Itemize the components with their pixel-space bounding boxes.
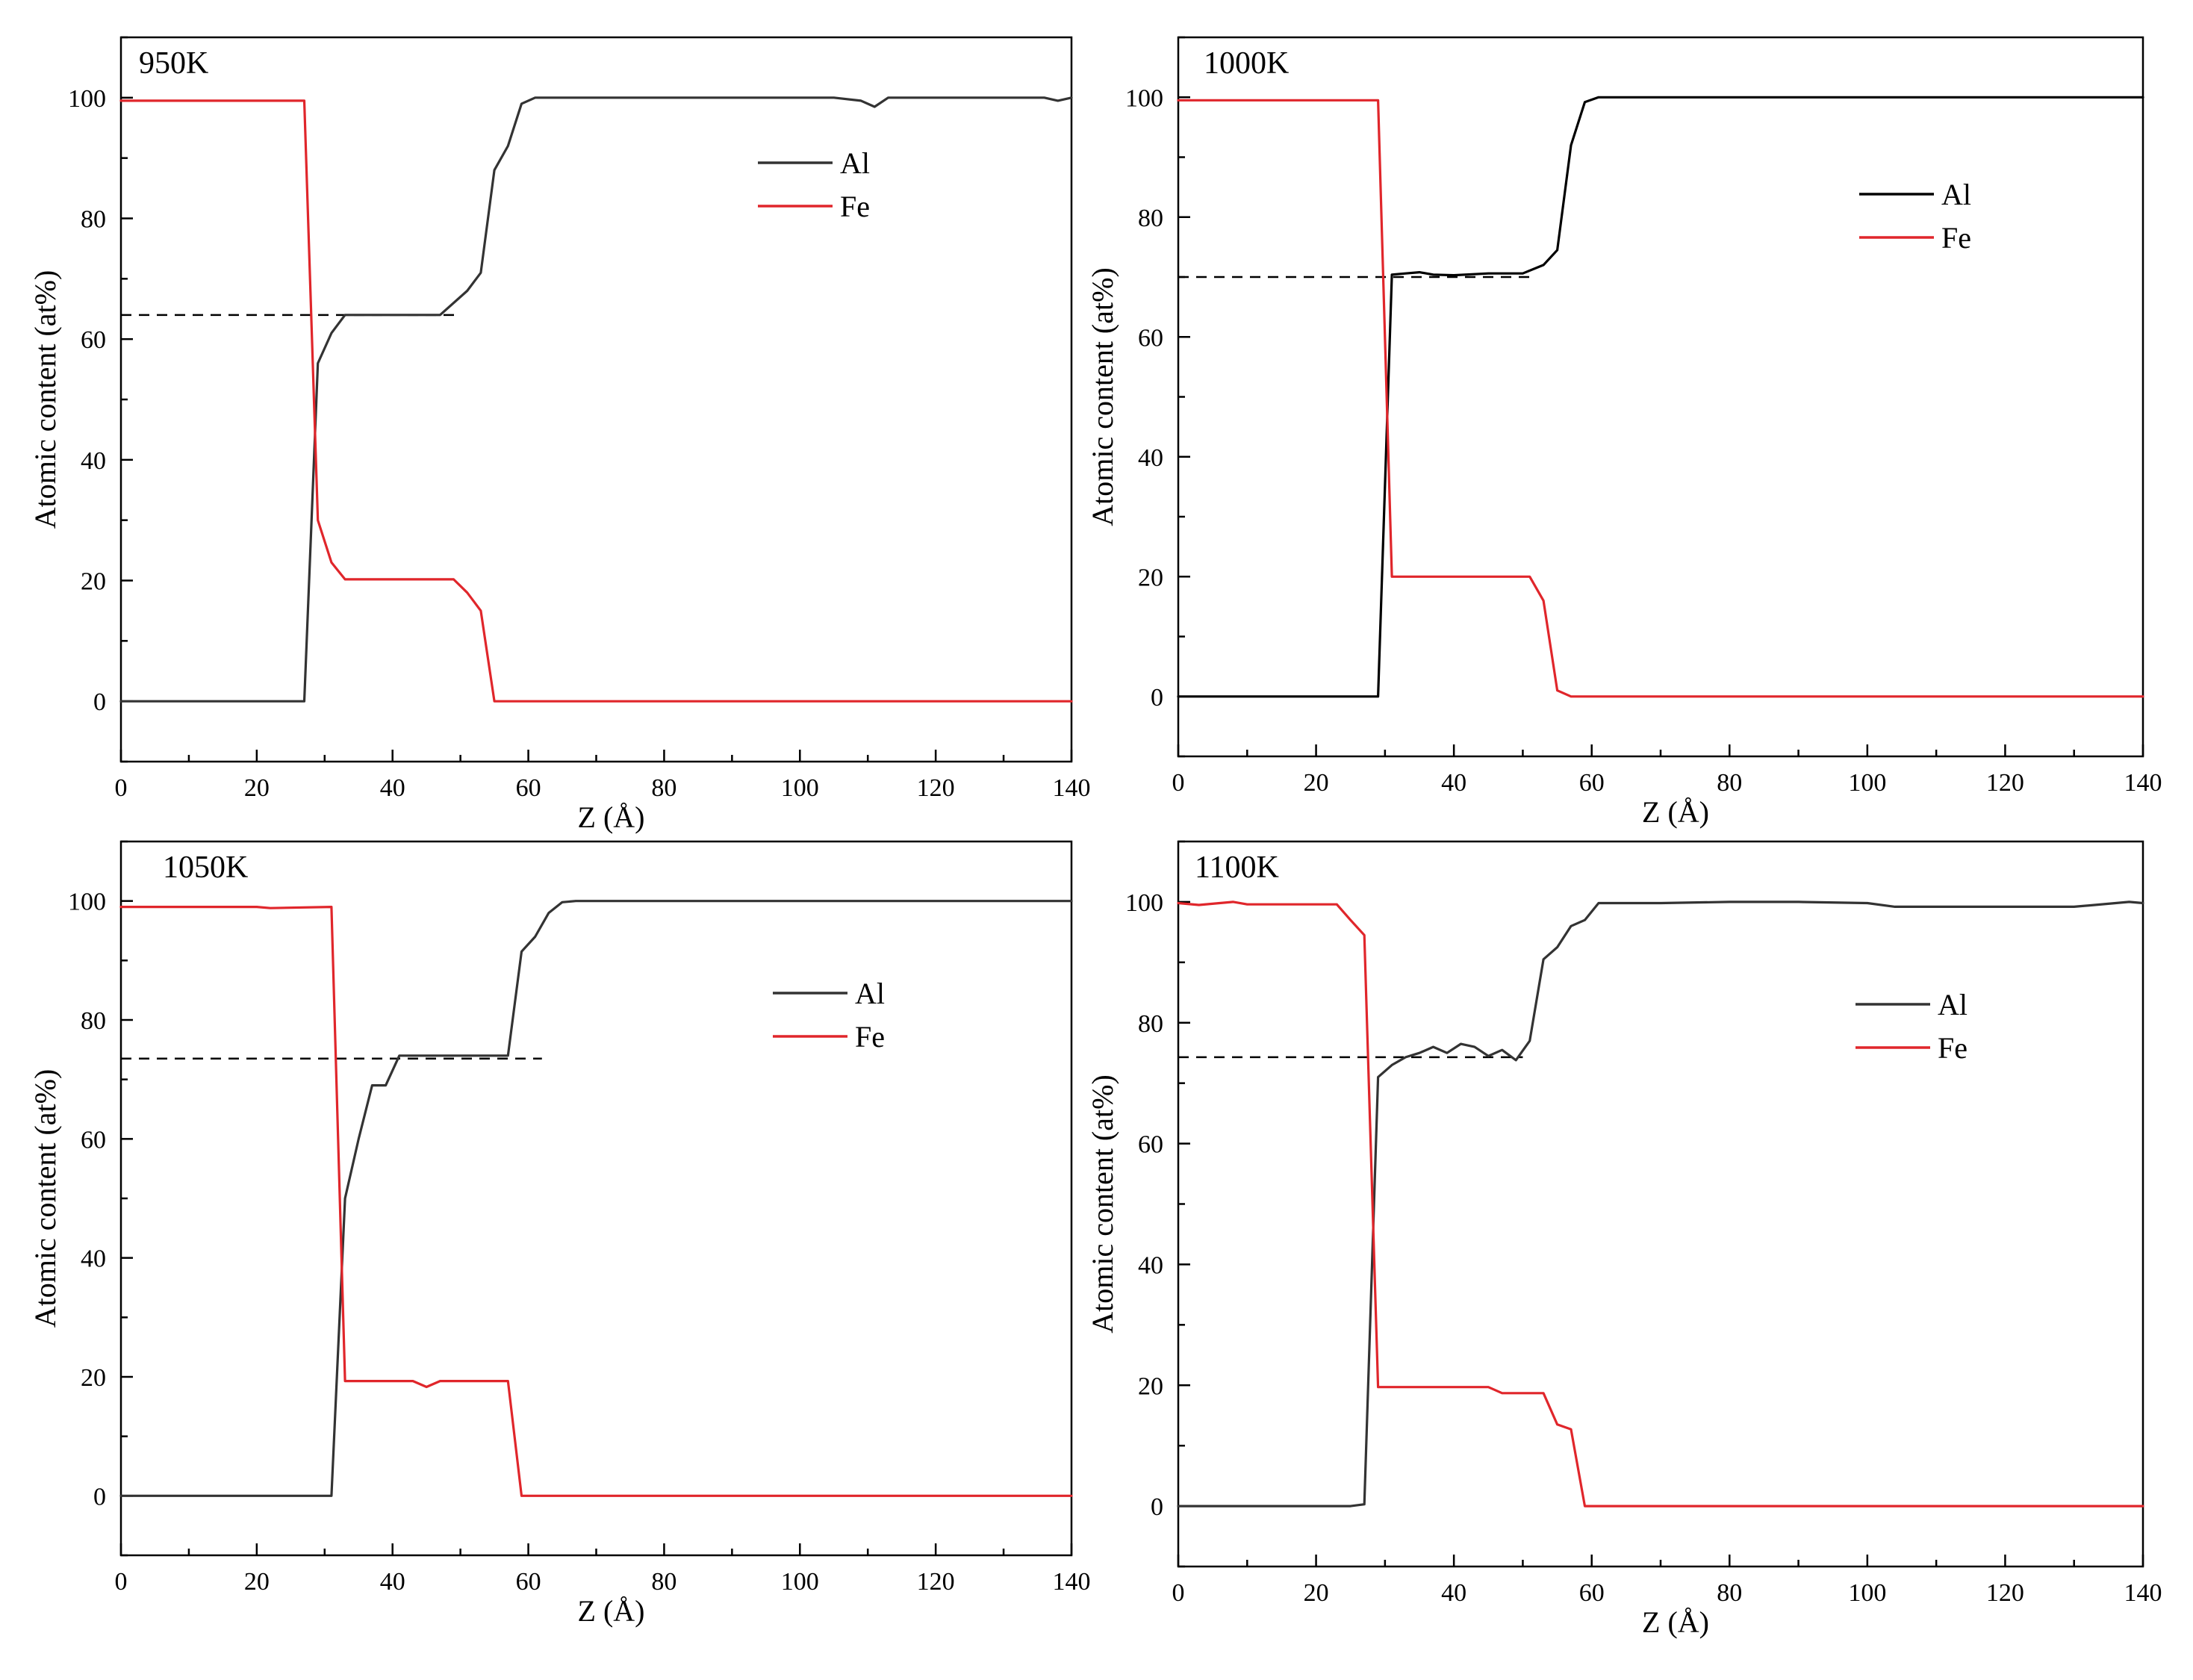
x-tick-label: 40 bbox=[380, 774, 405, 802]
y-tick-label: 0 bbox=[93, 1483, 106, 1511]
x-tick-label: 20 bbox=[1304, 769, 1329, 797]
series-line-al bbox=[1177, 900, 2144, 1508]
y-tick-label: 60 bbox=[1138, 1131, 1163, 1159]
panel-temperature-label: 950K bbox=[139, 46, 208, 81]
x-tick-label: 100 bbox=[1848, 1579, 1886, 1607]
series-line-al bbox=[119, 900, 1073, 1497]
legend-label-fe: Fe bbox=[840, 190, 870, 223]
y-axis-title: Atomic content (at%) bbox=[1086, 1074, 1119, 1334]
y-tick-label: 80 bbox=[81, 206, 106, 234]
y-tick-label: 60 bbox=[81, 326, 106, 354]
y-tick-label: 0 bbox=[1151, 684, 1163, 712]
series-line-al bbox=[119, 96, 1073, 703]
x-tick-label: 0 bbox=[1172, 769, 1185, 797]
y-tick-label: 60 bbox=[81, 1126, 106, 1154]
x-tick-label: 140 bbox=[1053, 1568, 1091, 1596]
y-tick-label: 100 bbox=[1125, 84, 1163, 112]
chart-panel-950K: 0 20 40 60 80 100 120 140 0 20 40 60 80 100 Z (Å) Atomi… bbox=[28, 36, 1091, 834]
series-line-fe bbox=[119, 99, 1073, 703]
x-tick-label: 120 bbox=[1986, 1579, 2024, 1607]
x-tick-label: 20 bbox=[244, 1568, 270, 1596]
series-line-al bbox=[1177, 96, 2144, 698]
chart-panel-1000K: 0 20 40 60 80 100 120 140 0 20 40 60 80 100 Z (Å) Atomi… bbox=[1086, 36, 2162, 829]
series-line-fe bbox=[119, 905, 1073, 1497]
x-tick-label: 0 bbox=[115, 774, 128, 802]
y-tick-label: 100 bbox=[68, 85, 106, 113]
x-tick-label: 0 bbox=[1172, 1579, 1185, 1607]
y-tick-label: 40 bbox=[1138, 1251, 1163, 1279]
x-tick-label: 120 bbox=[1986, 769, 2024, 797]
x-tick-label: 0 bbox=[115, 1568, 128, 1596]
y-axis-title: Atomic content (at%) bbox=[1086, 267, 1119, 526]
y-tick-label: 20 bbox=[81, 568, 106, 596]
panel-temperature-label: 1000K bbox=[1204, 46, 1289, 81]
y-tick-label: 80 bbox=[81, 1007, 106, 1035]
x-tick-label: 40 bbox=[380, 1568, 405, 1596]
y-tick-label: 20 bbox=[81, 1364, 106, 1392]
panel-temperature-label: 1100K bbox=[1195, 850, 1279, 885]
legend-label-al: Al bbox=[855, 977, 885, 1010]
x-tick-label: 60 bbox=[1579, 1579, 1605, 1607]
chart-panel-1100K: 0 20 40 60 80 100 120 140 0 20 40 60 80 100 Z (Å) Atomi… bbox=[1086, 840, 2162, 1639]
x-tick-label: 120 bbox=[917, 774, 955, 802]
x-tick-label: 100 bbox=[1848, 769, 1886, 797]
x-tick-label: 100 bbox=[781, 774, 819, 802]
legend-label-fe: Fe bbox=[1938, 1031, 1968, 1065]
y-tick-label: 60 bbox=[1138, 324, 1163, 352]
y-tick-label: 0 bbox=[1151, 1493, 1163, 1521]
x-axis-title: Z (Å) bbox=[1642, 1605, 1709, 1639]
legend-label-fe: Fe bbox=[1941, 221, 1971, 255]
x-tick-label: 140 bbox=[2124, 769, 2162, 797]
y-axis-title: Atomic content (at%) bbox=[28, 270, 62, 529]
y-tick-label: 80 bbox=[1138, 205, 1163, 232]
x-tick-label: 80 bbox=[1717, 769, 1742, 797]
x-axis-title: Z (Å) bbox=[578, 1594, 645, 1628]
y-tick-label: 80 bbox=[1138, 1010, 1163, 1038]
x-tick-label: 80 bbox=[1717, 1579, 1742, 1607]
x-tick-label: 120 bbox=[917, 1568, 955, 1596]
x-tick-label: 100 bbox=[781, 1568, 819, 1596]
legend-label-al: Al bbox=[1938, 988, 1968, 1021]
series-line-fe bbox=[1177, 99, 2144, 698]
y-tick-label: 40 bbox=[81, 1245, 106, 1273]
legend-label-fe: Fe bbox=[855, 1020, 885, 1054]
y-axis-title: Atomic content (at%) bbox=[28, 1069, 62, 1328]
y-tick-label: 40 bbox=[81, 447, 106, 475]
x-tick-label: 40 bbox=[1441, 769, 1466, 797]
x-tick-label: 20 bbox=[244, 774, 270, 802]
panel-temperature-label: 1050K bbox=[163, 850, 248, 885]
legend-label-al: Al bbox=[1941, 178, 1971, 211]
y-tick-label: 100 bbox=[1125, 889, 1163, 917]
x-tick-label: 80 bbox=[651, 1568, 676, 1596]
x-tick-label: 20 bbox=[1304, 1579, 1329, 1607]
x-tick-label: 60 bbox=[1579, 769, 1605, 797]
x-tick-label: 60 bbox=[516, 774, 541, 802]
y-tick-label: 40 bbox=[1138, 444, 1163, 472]
x-tick-label: 140 bbox=[1053, 774, 1091, 802]
y-tick-label: 0 bbox=[93, 688, 106, 716]
x-tick-label: 80 bbox=[651, 774, 676, 802]
x-tick-label: 40 bbox=[1441, 1579, 1466, 1607]
y-tick-label: 20 bbox=[1138, 1372, 1163, 1400]
y-tick-label: 100 bbox=[68, 889, 106, 916]
x-tick-label: 60 bbox=[516, 1568, 541, 1596]
x-axis-title: Z (Å) bbox=[578, 800, 645, 834]
series-line-fe bbox=[1177, 900, 2144, 1508]
y-tick-label: 20 bbox=[1138, 564, 1163, 591]
legend-label-al: Al bbox=[840, 146, 870, 180]
x-axis-title: Z (Å) bbox=[1642, 795, 1709, 829]
chart-panel-1050K: 0 20 40 60 80 100 120 140 0 20 40 60 80 100 Z (Å) Atomi… bbox=[28, 840, 1091, 1628]
x-tick-label: 140 bbox=[2124, 1579, 2162, 1607]
